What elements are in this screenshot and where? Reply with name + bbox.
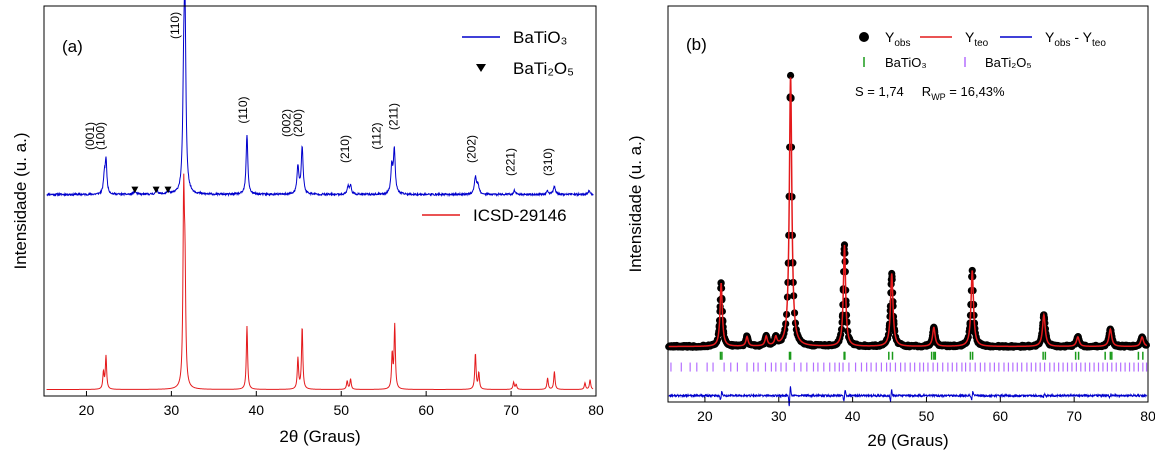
legend-label-bati2o5: BaTi₂O₅ <box>513 59 574 78</box>
legend-label-batio3: BaTiO₃ <box>513 28 567 47</box>
panel-b: 20 30 40 50 60 70 80 (b) 2θ (Graus) Intensidad… <box>626 6 1155 450</box>
miller-index-label: (210) <box>338 135 352 163</box>
miller-index-label: (200) <box>291 109 305 137</box>
legend-label-yobs: Yobs <box>885 29 910 49</box>
panel-b-x-ticks: 20 30 40 50 60 70 80 <box>697 397 1155 424</box>
panel-b-legend: Yobs Yteo Yobs - Yteo BaTiO₃ BaTi₂O₅ <box>859 29 1106 70</box>
x-tick-label: 60 <box>418 402 434 418</box>
bati2o5-marker <box>153 187 160 194</box>
miller-index-label: (112) <box>369 122 383 149</box>
miller-index-label: (110) <box>236 96 250 123</box>
x-tick-label: 70 <box>1066 408 1082 424</box>
panel-a-label: (a) <box>62 37 83 56</box>
legend-marker-bati2o5 <box>476 64 486 72</box>
panel-b-ylabel: Intensidade (u. a.) <box>626 135 645 272</box>
legend-marker-yobs <box>859 32 869 42</box>
miller-index-label: (202) <box>464 135 478 163</box>
miller-index-label: (211) <box>386 103 400 130</box>
x-tick-label: 20 <box>697 408 713 424</box>
panel-a-legend-top: BaTiO₃ BaTi₂O₅ <box>462 28 574 78</box>
yteo-line <box>669 78 1147 346</box>
panel-b-label: (b) <box>686 35 707 54</box>
x-tick-label: 80 <box>1140 408 1155 424</box>
panel-a-xlabel: 2θ (Graus) <box>279 427 360 446</box>
legend-label-yteo: Yteo <box>965 29 989 49</box>
yobs-points <box>665 72 1150 351</box>
legend-label-icsd: ICSD-29146 <box>473 206 567 225</box>
panel-a-plot-area: (001)(100)(110)(110) (002)(200)(210) (112)… <box>47 0 594 389</box>
x-tick-label: 40 <box>845 408 861 424</box>
legend-label-bati2o5-b: BaTi₂O₅ <box>985 55 1032 70</box>
x-tick-label: 60 <box>993 408 1009 424</box>
panel-a-ylabel: Intensidade (u. a.) <box>11 132 30 269</box>
panel-a-x-ticks: 20 30 40 50 60 70 80 <box>79 391 604 418</box>
legend-label-batio3-b: BaTiO₃ <box>885 55 927 70</box>
x-tick-label: 50 <box>919 408 935 424</box>
difference-line <box>669 386 1147 406</box>
panel-b-plot-area <box>665 72 1150 406</box>
x-tick-label: 40 <box>249 402 265 418</box>
x-tick-label: 70 <box>503 402 519 418</box>
legend-label-diff: Yobs - Yteo <box>1045 29 1106 49</box>
miller-index-label: (310) <box>541 148 555 176</box>
x-tick-label: 50 <box>333 402 349 418</box>
panel-a: (001)(100)(110)(110) (002)(200)(210) (112)… <box>11 0 604 446</box>
panel-a-legend-bottom: ICSD-29146 <box>422 206 567 225</box>
miller-index-label: (100) <box>93 122 107 150</box>
x-tick-label: 30 <box>164 402 180 418</box>
miller-index-label: (221) <box>504 148 518 176</box>
x-tick-label: 80 <box>588 402 604 418</box>
x-tick-label: 20 <box>79 402 95 418</box>
fit-statistics: S = 1,74 RWP = 16,43% <box>855 84 1005 102</box>
panel-b-xlabel: 2θ (Graus) <box>867 431 948 450</box>
miller-index-label: (110) <box>168 12 182 39</box>
x-tick-label: 30 <box>771 408 787 424</box>
